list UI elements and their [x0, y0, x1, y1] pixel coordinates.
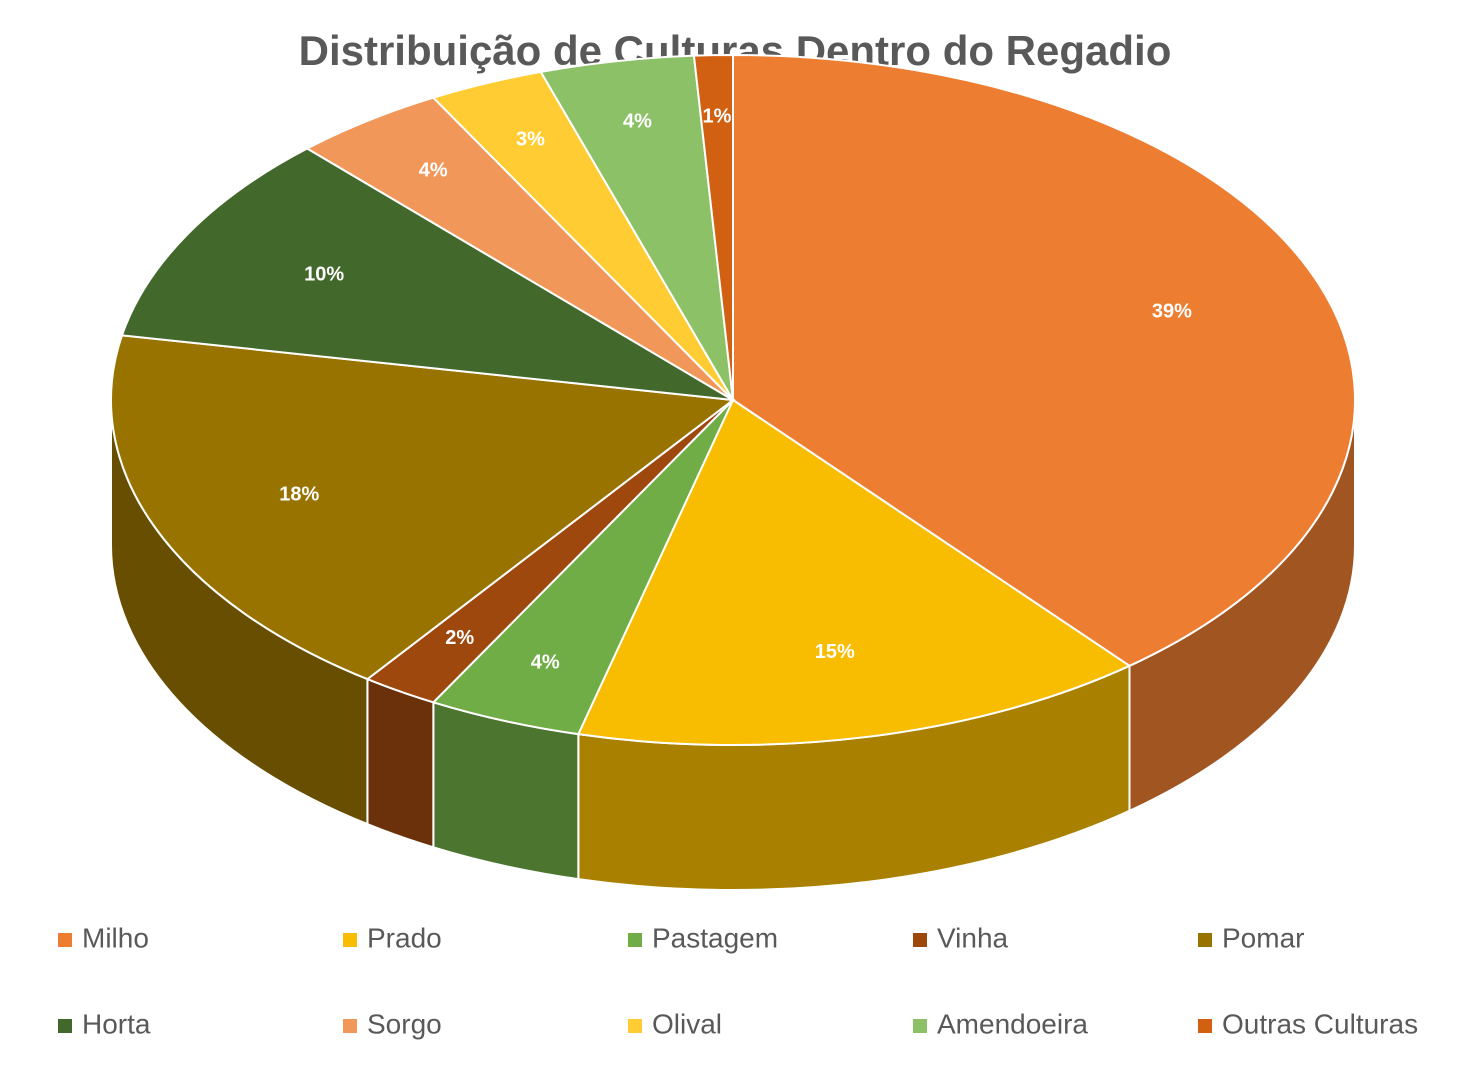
- data-label: 15%: [815, 641, 855, 663]
- legend-item: Vinha: [913, 922, 1009, 953]
- legend-item: Horta: [58, 1008, 151, 1039]
- legend-swatch: [343, 1019, 357, 1033]
- data-label: 10%: [304, 264, 344, 286]
- legend-swatch: [58, 933, 72, 947]
- slice: [692, 53, 734, 401]
- legend-swatch: [58, 1019, 72, 1033]
- slice: [732, 53, 1356, 667]
- legend-label: Olival: [652, 1008, 722, 1039]
- legend-item: Olival: [628, 1008, 722, 1039]
- slice: [576, 398, 1132, 746]
- legend-swatch: [628, 1019, 642, 1033]
- legend-swatch: [913, 1019, 927, 1033]
- legend-label: Outras Culturas: [1222, 1008, 1418, 1039]
- legend-item: Sorgo: [343, 1008, 442, 1039]
- legend-swatch: [913, 933, 927, 947]
- legend-label: Horta: [82, 1008, 151, 1039]
- legend-label: Sorgo: [367, 1008, 442, 1039]
- legend-item: Amendoeira: [913, 1008, 1088, 1039]
- legend-swatch: [1198, 1019, 1212, 1033]
- data-label: 39%: [1152, 301, 1192, 323]
- legend-swatch: [343, 933, 357, 947]
- data-label: 4%: [531, 651, 560, 673]
- legend-item: Pomar: [1198, 922, 1304, 953]
- legend-item: Prado: [343, 922, 442, 953]
- legend-item: Outras Culturas: [1198, 1008, 1418, 1039]
- slice: [110, 334, 736, 681]
- legend-label: Milho: [82, 922, 149, 953]
- legend-swatch: [1198, 933, 1212, 947]
- legend-item: Pastagem: [628, 922, 778, 953]
- data-label: 2%: [445, 627, 474, 649]
- slice-side: [366, 677, 435, 849]
- legend-item: Milho: [58, 922, 149, 953]
- slice: [120, 147, 734, 401]
- data-label: 4%: [419, 159, 448, 181]
- legend-label: Prado: [367, 922, 442, 953]
- data-label: 1%: [703, 106, 732, 128]
- legend-label: Amendoeira: [937, 1008, 1088, 1039]
- legend-label: Pomar: [1222, 922, 1304, 953]
- data-label: 18%: [279, 484, 319, 506]
- data-label: 4%: [623, 110, 652, 132]
- legend-label: Pastagem: [652, 922, 778, 953]
- legend-label: Vinha: [937, 922, 1009, 953]
- legend-swatch: [628, 933, 642, 947]
- data-label: 3%: [516, 129, 545, 151]
